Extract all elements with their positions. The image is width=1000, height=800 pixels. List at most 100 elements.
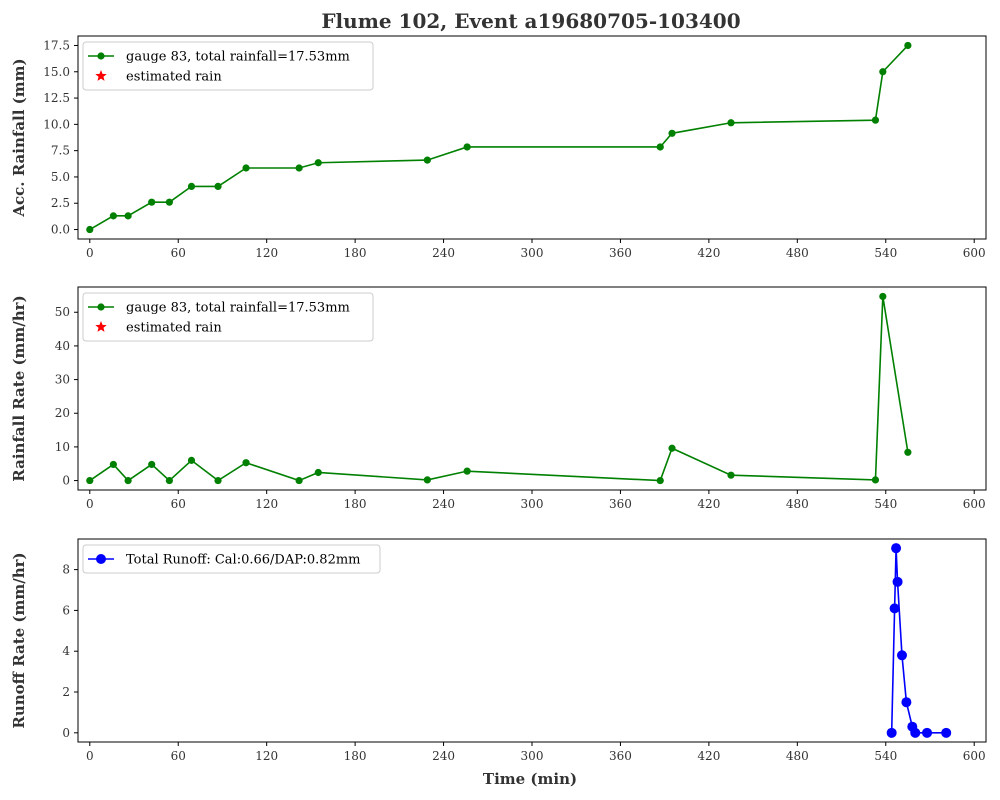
data-point bbox=[727, 471, 735, 479]
y-tick-label: 15.0 bbox=[43, 65, 70, 79]
data-point bbox=[463, 143, 471, 151]
panel-runoff-rate: 0 60 120 180 240 300 360 420 480 540 600 0 2 4 6 8 Runof… bbox=[10, 538, 987, 763]
y-tick-label: 17.5 bbox=[43, 38, 70, 52]
x-tick-label: 480 bbox=[786, 749, 809, 763]
y-tick-label: 10.0 bbox=[43, 117, 70, 131]
x-tick-label: 360 bbox=[609, 749, 632, 763]
data-point bbox=[109, 460, 117, 469]
legend-label: Total Runoff: Cal:0.66/DAP:0.82mm bbox=[126, 553, 361, 568]
y-axis-label: Runoff Rate (mm/hr) bbox=[10, 552, 28, 728]
legend-marker-star bbox=[95, 70, 107, 81]
legend-marker bbox=[96, 554, 106, 564]
x-tick-label: 0 bbox=[86, 749, 94, 763]
data-point bbox=[896, 650, 907, 661]
legend-box bbox=[82, 544, 381, 574]
data-point bbox=[242, 459, 250, 467]
x-tick-label: 540 bbox=[874, 497, 897, 511]
x-tick-label: 60 bbox=[171, 497, 186, 511]
x-tick-label: 0 bbox=[86, 497, 94, 511]
data-point bbox=[889, 603, 900, 614]
x-tick-label: 60 bbox=[171, 246, 186, 260]
legend-marker bbox=[97, 52, 105, 60]
data-point bbox=[892, 576, 903, 587]
data-point bbox=[214, 476, 222, 485]
x-tick-label: 120 bbox=[255, 497, 278, 511]
y-tick-label: 4 bbox=[62, 644, 70, 658]
legend: Total Runoff: Cal:0.66/DAP:0.82mm bbox=[82, 544, 381, 574]
y-tick-label: 6 bbox=[62, 603, 70, 617]
x-tick-label: 480 bbox=[786, 246, 809, 260]
data-point bbox=[668, 444, 676, 452]
data-point bbox=[901, 697, 912, 708]
y-tick-label: 20 bbox=[55, 406, 70, 420]
y-tick-label: 12.5 bbox=[43, 91, 70, 105]
series-line bbox=[89, 296, 909, 482]
data-point bbox=[187, 182, 196, 191]
series-line bbox=[890, 548, 947, 734]
data-point bbox=[668, 129, 676, 137]
x-tick-label: 360 bbox=[609, 246, 632, 260]
data-point bbox=[214, 182, 222, 191]
data-point bbox=[463, 467, 471, 475]
data-point bbox=[314, 468, 322, 477]
x-tick-label: 120 bbox=[255, 749, 278, 763]
legend-label: estimated rain bbox=[126, 70, 222, 85]
data-point bbox=[148, 198, 156, 206]
data-point bbox=[910, 727, 921, 738]
data-point bbox=[904, 41, 912, 50]
x-tick-label: 240 bbox=[432, 246, 455, 260]
data-point bbox=[886, 727, 897, 738]
y-tick-label: 8 bbox=[62, 563, 70, 577]
x-tick-label: 540 bbox=[874, 749, 897, 763]
x-tick-label: 180 bbox=[344, 497, 367, 511]
data-point bbox=[148, 460, 156, 469]
x-tick-label: 420 bbox=[697, 749, 720, 763]
legend-label: gauge 83, total rainfall=17.53mm bbox=[126, 50, 350, 65]
x-axis-label: Time (min) bbox=[483, 770, 577, 788]
legend-marker-star bbox=[95, 321, 107, 332]
data-point bbox=[295, 476, 303, 485]
y-axis-label: Acc. Rainfall (mm) bbox=[10, 58, 28, 217]
legend: gauge 83, total rainfall=17.53mm estimate… bbox=[82, 292, 374, 342]
data-point bbox=[879, 68, 887, 76]
x-tick-label: 420 bbox=[697, 497, 720, 511]
data-point bbox=[656, 143, 664, 151]
y-tick-label: 2 bbox=[62, 685, 70, 699]
y-axis-label: Rainfall Rate (mm/hr) bbox=[10, 295, 28, 481]
data-point bbox=[891, 543, 902, 554]
x-tick-label: 300 bbox=[521, 749, 544, 763]
data-point bbox=[871, 116, 880, 124]
panel-rainfall-rate: 0 60 120 180 240 300 360 420 480 540 600 0 10 20 30 40 5… bbox=[10, 286, 987, 511]
x-tick-label: 240 bbox=[432, 749, 455, 763]
y-tick-label: 50 bbox=[55, 305, 70, 319]
data-point bbox=[295, 164, 303, 172]
y-tick-label: 5.0 bbox=[51, 170, 70, 184]
x-tick-label: 540 bbox=[874, 246, 897, 260]
x-tick-label: 600 bbox=[963, 246, 986, 260]
data-point bbox=[871, 476, 880, 484]
y-tick-label: 30 bbox=[55, 373, 70, 387]
chart-title: Flume 102, Event a19680705-103400 bbox=[321, 9, 740, 33]
data-point bbox=[727, 119, 735, 127]
y-tick-label: 0.0 bbox=[51, 223, 70, 237]
data-point bbox=[423, 476, 431, 484]
data-point bbox=[86, 225, 94, 234]
x-tick-label: 360 bbox=[609, 497, 632, 511]
x-tick-label: 180 bbox=[344, 246, 367, 260]
data-point bbox=[187, 456, 196, 464]
legend-box bbox=[82, 292, 374, 342]
legend-label: gauge 83, total rainfall=17.53mm bbox=[126, 301, 350, 316]
y-tick-label: 7.5 bbox=[51, 144, 70, 158]
y-tick-label: 0 bbox=[62, 474, 70, 488]
x-tick-label: 420 bbox=[697, 246, 720, 260]
x-tick-label: 240 bbox=[432, 497, 455, 511]
data-point bbox=[941, 727, 952, 738]
data-point bbox=[165, 476, 173, 485]
x-tick-label: 300 bbox=[521, 497, 544, 511]
data-point bbox=[879, 292, 887, 301]
series-line bbox=[89, 44, 909, 231]
data-point bbox=[656, 476, 664, 485]
x-tick-label: 180 bbox=[344, 749, 367, 763]
x-tick-label: 600 bbox=[963, 749, 986, 763]
